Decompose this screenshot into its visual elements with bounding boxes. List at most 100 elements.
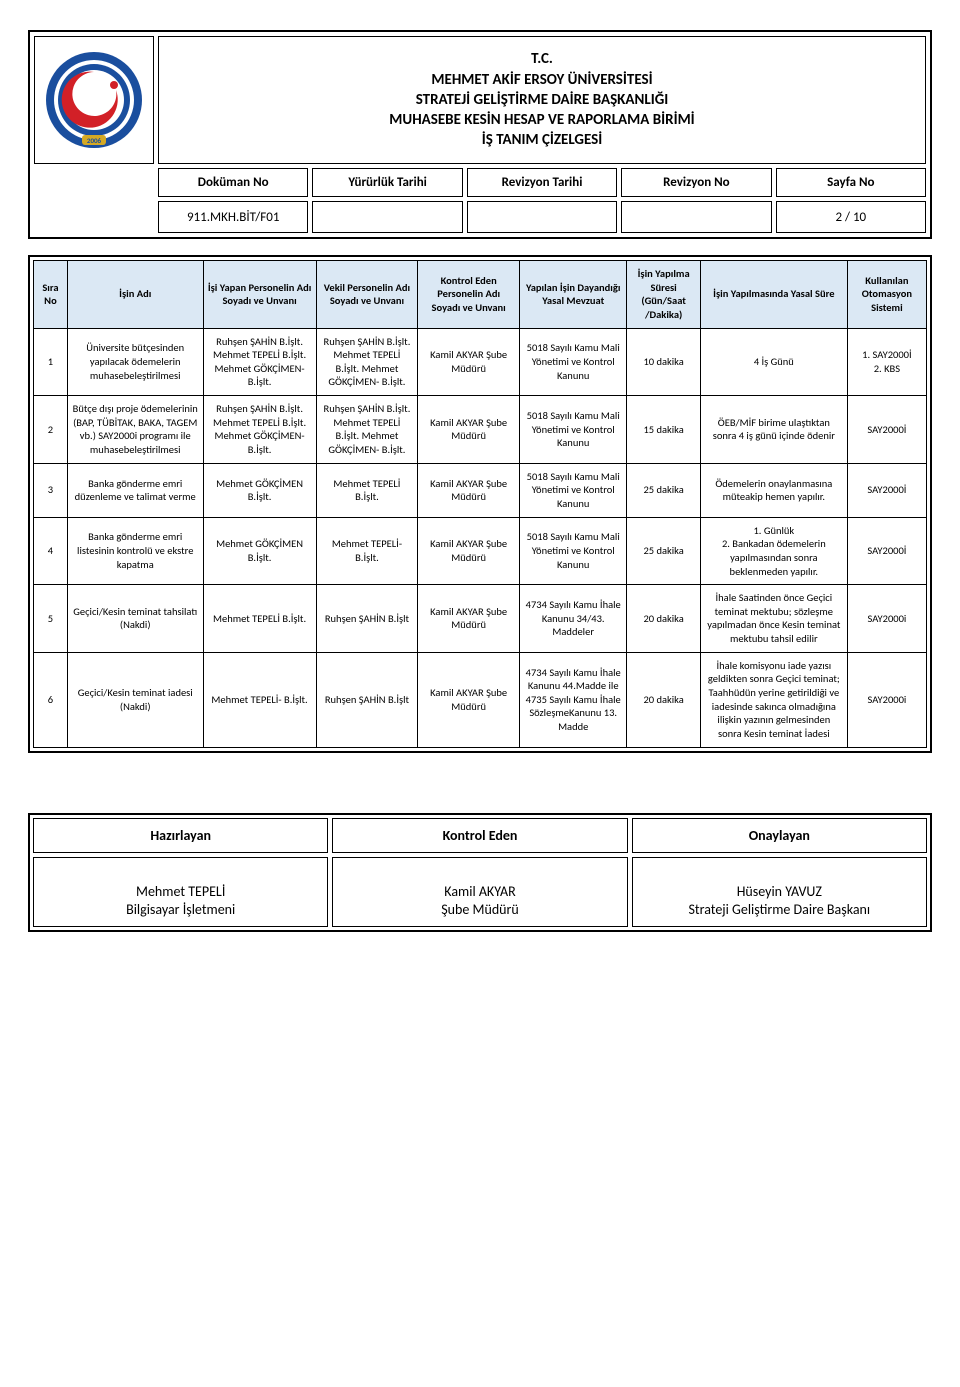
col-header: Kullanılan Otomasyon Sistemi: [847, 261, 926, 329]
cell-kontrol: Kamil AKYAR Şube Müdürü: [418, 585, 520, 653]
cell-vekil: Mehmet TEPELİ B.İşlt.: [316, 463, 418, 517]
cell-kontrol: Kamil AKYAR Şube Müdürü: [418, 463, 520, 517]
cell-vekil: Ruhşen ŞAHİN B.İşlt. Mehmet TEPELİ B.İşl…: [316, 396, 418, 464]
meta-value: 911.MKH.BİT/F01: [158, 201, 308, 233]
cell-ad: Banka gönderme emri listesinin kontrolü …: [67, 517, 203, 585]
cell-sure: 25 dakika: [627, 463, 700, 517]
meta-label: Doküman No: [158, 168, 308, 197]
title-line: STRATEJİ GELİŞTİRME DAİRE BAŞKANLIĞI: [416, 90, 669, 110]
cell-isi: Mehmet GÖKÇİMEN B.İşlt.: [203, 517, 316, 585]
header-top-row: 2006 T.C. MEHMET AKİF ERSOY ÜNİVERSİTESİ…: [34, 36, 926, 164]
footer-person: Hüseyin YAVUZ Strateji Geliştirme Daire …: [632, 857, 927, 927]
col-header: Sıra No: [34, 261, 68, 329]
cell-sira: 5: [34, 585, 68, 653]
cell-yasal: 4 İş Günü: [700, 328, 847, 396]
cell-isi: Ruhşen ŞAHİN B.İşlt. Mehmet TEPELİ B.İşl…: [203, 328, 316, 396]
footer-people-row: Mehmet TEPELİ Bilgisayar İşletmeni Kamil…: [33, 857, 927, 927]
table-row: 2Bütçe dışı proje ödemelerinin (BAP, TÜB…: [34, 396, 927, 464]
title-line: T.C.: [531, 49, 553, 69]
cell-ad: Geçici/Kesin teminat iadesi (Nakdi): [67, 652, 203, 747]
cell-ad: Banka gönderme emri düzenleme ve talimat…: [67, 463, 203, 517]
cell-vekil: Mehmet TEPELİ-B.İşlt.: [316, 517, 418, 585]
person-name: Kamil AKYAR: [444, 883, 515, 901]
table-row: 3Banka gönderme emri düzenleme ve talima…: [34, 463, 927, 517]
cell-oto: SAY2000İ: [847, 517, 926, 585]
col-header: Yapılan İşin Dayandığı Yasal Mevzuat: [520, 261, 627, 329]
col-header: Vekil Personelin Adı Soyadı ve Unvanı: [316, 261, 418, 329]
footer-person: Kamil AKYAR Şube Müdürü: [332, 857, 627, 927]
cell-ad: Geçici/Kesin teminat tahsilatı (Nakdi): [67, 585, 203, 653]
person-name: Hüseyin YAVUZ: [737, 883, 822, 901]
cell-sure: 20 dakika: [627, 652, 700, 747]
col-header: İşin Adı: [67, 261, 203, 329]
meta-label: Yürürlük Tarihi: [312, 168, 462, 197]
meta-value: [467, 201, 617, 233]
cell-oto: 1. SAY2000İ 2. KBS: [847, 328, 926, 396]
person-title: Strateji Geliştirme Daire Başkanı: [689, 901, 871, 919]
title-line: İŞ TANIM ÇİZELGESİ: [482, 130, 603, 150]
meta-label: Revizyon Tarihi: [467, 168, 617, 197]
cell-isi: Ruhşen ŞAHİN B.İşlt. Mehmet TEPELİ B.İşl…: [203, 396, 316, 464]
cell-oto: SAY2000i: [847, 585, 926, 653]
table-row: 4Banka gönderme emri listesinin kontrolü…: [34, 517, 927, 585]
cell-sira: 6: [34, 652, 68, 747]
footer-person: Mehmet TEPELİ Bilgisayar İşletmeni: [33, 857, 328, 927]
cell-oto: SAY2000İ: [847, 463, 926, 517]
meta-label-row: Doküman No Yürürlük Tarihi Revizyon Tari…: [34, 168, 926, 197]
cell-yasal: İhale Saatinden önce Geçici teminat mekt…: [700, 585, 847, 653]
cell-yasal: 1. Günlük 2. Bankadan ödemelerin yapılma…: [700, 517, 847, 585]
person-name: Mehmet TEPELİ: [136, 883, 225, 901]
meta-label: Sayfa No: [776, 168, 926, 197]
title-line: MUHASEBE KESİN HESAP VE RAPORLAMA BİRİMİ: [389, 110, 694, 130]
cell-isi: Mehmet GÖKÇİMEN B.İşlt.: [203, 463, 316, 517]
person-title: Bilgisayar İşletmeni: [126, 901, 235, 919]
col-header: Kontrol Eden Personelin Adı Soyadı ve Un…: [418, 261, 520, 329]
title-line: MEHMET AKİF ERSOY ÜNİVERSİTESİ: [431, 70, 652, 90]
university-logo-icon: 2006: [44, 50, 144, 150]
cell-vekil: Ruhşen ŞAHİN B.İşlt: [316, 585, 418, 653]
job-table: Sıra No İşin Adı İşi Yapan Personelin Ad…: [33, 260, 927, 748]
cell-sira: 3: [34, 463, 68, 517]
meta-value: [312, 201, 462, 233]
cell-mevzuat: 5018 Sayılı Kamu Mali Yönetimi ve Kontro…: [520, 517, 627, 585]
footer-label: Onaylayan: [632, 818, 927, 853]
table-row: 5Geçici/Kesin teminat tahsilatı (Nakdi)M…: [34, 585, 927, 653]
col-header: İşi Yapan Personelin Adı Soyadı ve Unvan…: [203, 261, 316, 329]
footer-label-row: Hazırlayan Kontrol Eden Onaylayan: [33, 818, 927, 853]
table-body: 1Üniversite bütçesinden yapılacak ödemel…: [34, 328, 927, 747]
cell-vekil: Ruhşen ŞAHİN B.İşlt: [316, 652, 418, 747]
footer-frame: Hazırlayan Kontrol Eden Onaylayan Mehmet…: [28, 813, 932, 932]
cell-oto: SAY2000İ: [847, 396, 926, 464]
cell-sure: 25 dakika: [627, 517, 700, 585]
meta-value: [621, 201, 771, 233]
cell-kontrol: Kamil AKYAR Şube Müdürü: [418, 396, 520, 464]
cell-kontrol: Kamil AKYAR Şube Müdürü: [418, 517, 520, 585]
col-header: İşin Yapılma Süresi (Gün/Saat /Dakika): [627, 261, 700, 329]
meta-value: 2 / 10: [776, 201, 926, 233]
svg-text:2006: 2006: [87, 136, 102, 145]
header-frame: 2006 T.C. MEHMET AKİF ERSOY ÜNİVERSİTESİ…: [28, 30, 932, 239]
title-cell: T.C. MEHMET AKİF ERSOY ÜNİVERSİTESİ STRA…: [158, 36, 926, 164]
cell-ad: Bütçe dışı proje ödemelerinin (BAP, TÜBİ…: [67, 396, 203, 464]
cell-mevzuat: 4734 Sayılı Kamu İhale Kanunu 34/43. Mad…: [520, 585, 627, 653]
table-header-row: Sıra No İşin Adı İşi Yapan Personelin Ad…: [34, 261, 927, 329]
cell-sira: 1: [34, 328, 68, 396]
cell-isi: Mehmet TEPELİ- B.İşlt.: [203, 652, 316, 747]
cell-sira: 2: [34, 396, 68, 464]
cell-yasal: İhale komisyonu iade yazısı geldikten so…: [700, 652, 847, 747]
cell-mevzuat: 5018 Sayılı Kamu Mali Yönetimi ve Kontro…: [520, 463, 627, 517]
cell-kontrol: Kamil AKYAR Şube Müdürü: [418, 652, 520, 747]
cell-ad: Üniversite bütçesinden yapılacak ödemele…: [67, 328, 203, 396]
cell-oto: SAY2000i: [847, 652, 926, 747]
logo-cell: 2006: [34, 36, 154, 164]
cell-kontrol: Kamil AKYAR Şube Müdürü: [418, 328, 520, 396]
cell-isi: Mehmet TEPELİ B.İşlt.: [203, 585, 316, 653]
col-header: İşin Yapılmasında Yasal Süre: [700, 261, 847, 329]
cell-mevzuat: 5018 Sayılı Kamu Mali Yönetimi ve Kontro…: [520, 396, 627, 464]
table-row: 6Geçici/Kesin teminat iadesi (Nakdi)Mehm…: [34, 652, 927, 747]
cell-sure: 10 dakika: [627, 328, 700, 396]
table-row: 1Üniversite bütçesinden yapılacak ödemel…: [34, 328, 927, 396]
cell-mevzuat: 5018 Sayılı Kamu Mali Yönetimi ve Kontro…: [520, 328, 627, 396]
meta-value-row: 911.MKH.BİT/F01 2 / 10: [34, 201, 926, 233]
footer-label: Hazırlayan: [33, 818, 328, 853]
